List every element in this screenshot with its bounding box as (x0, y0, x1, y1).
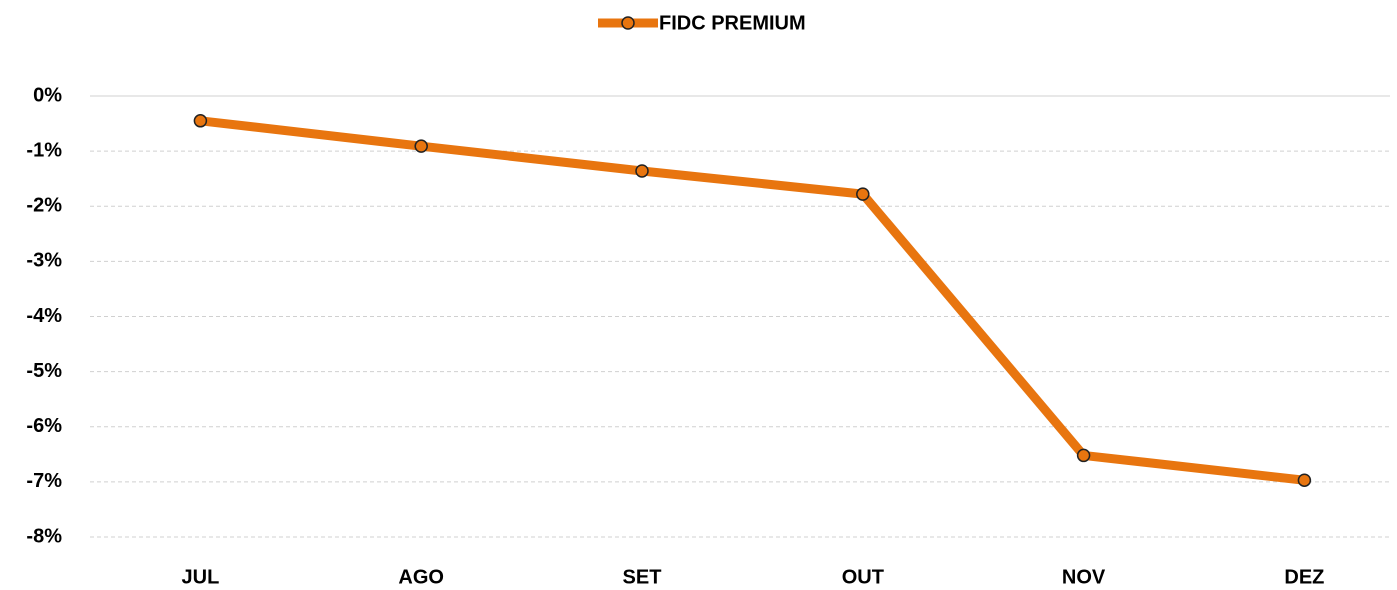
legend-label: FIDC PREMIUM (659, 12, 806, 34)
y-tick-label: -1% (26, 139, 62, 161)
legend-marker (621, 16, 635, 30)
y-tick-label: -5% (26, 360, 62, 382)
data-point (414, 139, 428, 153)
x-tick-label: JUL (182, 566, 220, 588)
y-tick-label: 0% (33, 84, 62, 106)
x-tick-label: AGO (398, 566, 444, 588)
y-tick-label: -8% (26, 525, 62, 547)
data-point (635, 164, 649, 178)
data-point (1297, 473, 1312, 487)
series-line (199, 116, 1305, 485)
data-point (193, 114, 208, 128)
legend: FIDC PREMIUM (598, 12, 806, 34)
y-tick-label: -7% (26, 470, 62, 492)
x-tick-label: NOV (1062, 566, 1106, 588)
data-point (1076, 448, 1091, 463)
x-tick-label: DEZ (1284, 566, 1324, 588)
data-point (856, 187, 870, 201)
y-tick-label: -2% (26, 195, 62, 217)
y-tick-label: -4% (26, 305, 62, 327)
x-tick-label: OUT (842, 566, 884, 588)
y-tick-label: -6% (26, 415, 62, 437)
x-tick-label: SET (623, 566, 662, 588)
y-tick-label: -3% (26, 250, 62, 272)
